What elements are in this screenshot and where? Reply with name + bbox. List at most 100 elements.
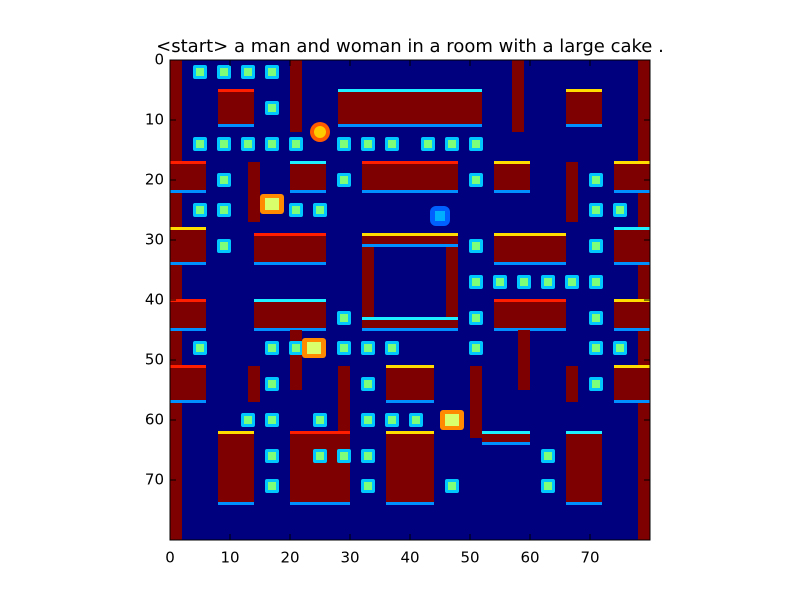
- maze-wall: [254, 299, 326, 331]
- pellet: [289, 203, 303, 217]
- pellet: [193, 341, 207, 355]
- maze-wall-body: [254, 300, 326, 330]
- pellet-core: [220, 242, 228, 250]
- maze-wall-body: [494, 234, 566, 264]
- pellet: [541, 275, 555, 289]
- maze-wall-edge: [170, 400, 206, 403]
- pellet-core: [196, 140, 204, 148]
- maze-wall: [362, 233, 458, 247]
- maze-wall: [290, 330, 302, 390]
- maze-wall: [470, 366, 482, 438]
- x-tick-label: 20: [280, 549, 299, 567]
- pellet: [589, 173, 603, 187]
- pellet: [361, 377, 375, 391]
- pellet-core: [340, 140, 348, 148]
- maze-wall-edge: [614, 262, 650, 265]
- pellet-core: [592, 344, 600, 352]
- maze-wall-body: [248, 366, 260, 402]
- pellet-core: [472, 242, 480, 250]
- maze-wall-body: [614, 162, 650, 192]
- pellet: [265, 449, 279, 463]
- maze-wall-edge: [614, 365, 650, 368]
- maze-wall-edge: [494, 262, 566, 265]
- maze-wall-edge: [170, 190, 206, 193]
- pellet-core: [220, 206, 228, 214]
- pellet: [265, 137, 279, 151]
- pellet-core: [244, 416, 252, 424]
- pellet-core: [496, 278, 504, 286]
- pellet-core: [220, 140, 228, 148]
- y-axis: 0 10 20 30 40 50 60 70: [145, 51, 650, 489]
- maze-wall: [290, 161, 326, 193]
- pellet-core: [568, 278, 576, 286]
- pellet: [217, 239, 231, 253]
- pellet-core: [448, 140, 456, 148]
- power-pellet-core: [307, 342, 321, 354]
- maze-wall-edge: [362, 328, 458, 331]
- pellet-core: [364, 380, 372, 388]
- maze-wall: [170, 227, 206, 265]
- maze-wall-body: [494, 162, 530, 192]
- maze-wall-edge: [614, 299, 650, 302]
- maze-wall-body: [614, 228, 650, 264]
- maze-wall-edge: [218, 431, 254, 434]
- pellet-core: [364, 140, 372, 148]
- maze-wall: [614, 227, 650, 265]
- maze-wall-body: [386, 366, 434, 402]
- x-tick-label: 0: [165, 549, 175, 567]
- pellet-core: [472, 344, 480, 352]
- pellet-core: [268, 380, 276, 388]
- pellet-core: [520, 278, 528, 286]
- maze-wall-edge: [290, 431, 350, 434]
- y-tick-label: 10: [145, 111, 164, 129]
- maze-wall-body: [614, 366, 650, 402]
- pellet: [217, 137, 231, 151]
- pellet: [517, 275, 531, 289]
- maze-wall-edge: [254, 299, 326, 302]
- maze-wall-body: [362, 234, 374, 330]
- maze-wall-edge: [338, 124, 482, 127]
- x-tick-label: 70: [580, 549, 599, 567]
- power-pellet-core: [265, 198, 279, 210]
- maze-wall: [290, 431, 350, 505]
- y-tick-label: 0: [154, 51, 164, 69]
- pellet-core: [592, 314, 600, 322]
- pellet-core: [472, 278, 480, 286]
- maze-wall: [362, 161, 458, 193]
- maze-wall-edge: [362, 244, 458, 247]
- maze-wall-edge: [614, 161, 650, 164]
- pacman-character: [310, 122, 330, 142]
- maze-wall-body: [512, 60, 524, 132]
- maze-wall-body: [218, 90, 254, 126]
- maze-wall-edge: [566, 89, 602, 92]
- pellet: [241, 137, 255, 151]
- pellet: [361, 137, 375, 151]
- maze-wall-edge: [290, 161, 326, 164]
- maze-wall-body: [338, 366, 350, 438]
- pellet: [337, 137, 351, 151]
- pellet: [589, 377, 603, 391]
- maze-wall: [218, 431, 254, 505]
- pellet-core: [364, 482, 372, 490]
- maze-wall-body: [170, 300, 206, 330]
- pellet: [445, 137, 459, 151]
- pellet: [337, 173, 351, 187]
- pellet: [265, 65, 279, 79]
- y-tick-label: 50: [145, 351, 164, 369]
- maze-wall-body: [170, 366, 206, 402]
- pellet-core: [196, 206, 204, 214]
- maze-wall: [338, 366, 350, 438]
- pellet-core: [268, 344, 276, 352]
- pellet: [385, 341, 399, 355]
- power-pellet: [260, 194, 284, 214]
- maze-wall-body: [218, 432, 254, 504]
- pellet: [337, 341, 351, 355]
- maze-wall-edge: [614, 190, 650, 193]
- pellet-core: [292, 140, 300, 148]
- maze-wall: [494, 161, 530, 193]
- pellet-core: [196, 68, 204, 76]
- maze-wall-edge: [254, 328, 326, 331]
- x-tick-label: 60: [520, 549, 539, 567]
- maze-wall-edge: [170, 227, 206, 230]
- maze-wall-edge: [362, 317, 458, 320]
